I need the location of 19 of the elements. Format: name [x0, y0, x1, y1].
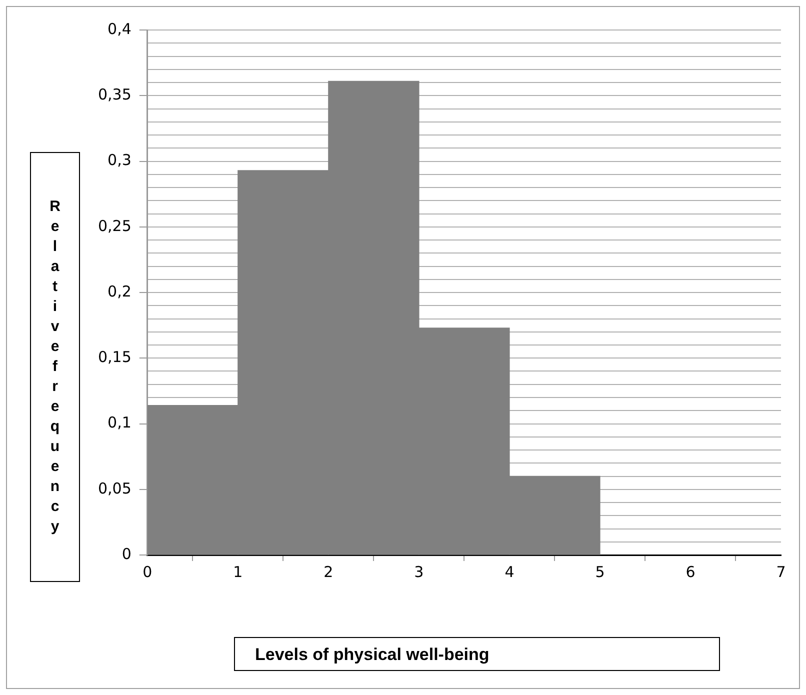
- x-tick-label: 7: [776, 562, 786, 581]
- x-tick-label: 5: [595, 562, 605, 581]
- y-tick-label: 0,3: [108, 151, 132, 170]
- y-tick-label: 0,35: [98, 86, 132, 104]
- x-tick-label: 4: [504, 562, 514, 581]
- text: Relative frequency: [50, 198, 60, 535]
- x-tick-label: 0: [142, 562, 152, 581]
- x-axis-title: Levels of physical well-being: [234, 637, 720, 671]
- y-tick-label: 0,15: [98, 348, 132, 366]
- x-tick-label: 1: [233, 562, 243, 581]
- x-tick-label: 6: [686, 562, 696, 581]
- y-tick-label: 0,4: [108, 20, 132, 38]
- y-tick-label: 0,25: [98, 216, 132, 235]
- y-tick-label: 0,2: [108, 282, 132, 300]
- x-tick-label: 2: [324, 562, 334, 581]
- y-tick-label: 0: [122, 544, 132, 563]
- x-tick-label: 3: [414, 562, 424, 581]
- y-tick-label: 0,05: [98, 479, 132, 498]
- y-tick-label: 0,1: [108, 414, 132, 432]
